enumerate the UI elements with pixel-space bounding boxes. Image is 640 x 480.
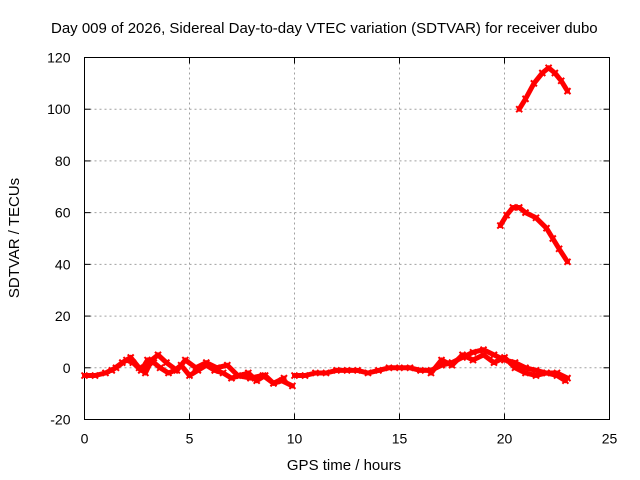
- data-point: [173, 366, 181, 375]
- x-tick-label: 15: [392, 431, 408, 447]
- data-point: [563, 87, 572, 95]
- y-tick-label: 120: [47, 50, 71, 66]
- data-point: [555, 245, 563, 253]
- data-point: [223, 361, 232, 369]
- data-point: [530, 79, 538, 88]
- data-point: [469, 348, 477, 356]
- data-point: [458, 351, 467, 359]
- data-point: [549, 234, 557, 243]
- data-point: [126, 353, 135, 362]
- y-tick-label: 60: [55, 205, 71, 221]
- data-point: [288, 382, 297, 390]
- y-tick-label: 80: [55, 153, 71, 169]
- x-axis-label: GPS time / hours: [287, 457, 401, 474]
- data-point: [532, 214, 540, 222]
- data-point: [542, 224, 551, 232]
- data-point: [406, 364, 414, 372]
- data-point: [364, 369, 372, 377]
- y-tick-label: 20: [55, 308, 71, 324]
- data-point: [213, 364, 221, 372]
- data-point: [532, 371, 540, 380]
- data-point: [521, 208, 530, 217]
- data-point: [538, 69, 547, 77]
- data-point: [515, 105, 523, 113]
- data-point: [502, 211, 511, 219]
- data-point: [496, 221, 505, 230]
- data-point: [557, 77, 565, 85]
- data-point: [311, 369, 320, 377]
- data-point: [141, 369, 150, 377]
- y-axis-label: SDTVAR / TECUs: [6, 178, 23, 298]
- data-point: [280, 374, 288, 382]
- x-tick-label: 20: [497, 431, 513, 447]
- data-point: [332, 366, 341, 375]
- data-point: [521, 369, 530, 377]
- data-point: [246, 374, 255, 382]
- x-tick-label: 5: [186, 431, 194, 447]
- data-point: [192, 364, 200, 372]
- data-point: [101, 369, 110, 377]
- data-point: [521, 95, 530, 103]
- data-point: [553, 371, 561, 380]
- data-point: [181, 356, 190, 364]
- data-point: [185, 371, 194, 380]
- data-point: [108, 366, 116, 375]
- data-point: [162, 358, 171, 367]
- data-point: [511, 364, 519, 372]
- data-point: [551, 69, 559, 77]
- data-point: [91, 371, 99, 380]
- data-point: [544, 64, 553, 72]
- data-point: [500, 353, 509, 362]
- data-point: [322, 369, 330, 377]
- data-point: [234, 371, 242, 380]
- data-point: [509, 203, 517, 212]
- y-tick-label: -20: [50, 412, 70, 428]
- data-point: [118, 358, 127, 367]
- chart-title: Day 009 of 2026, Sidereal Day-to-day VTE…: [51, 20, 598, 37]
- data-point: [561, 377, 570, 385]
- data-point: [353, 366, 362, 375]
- y-tick-label: 100: [47, 101, 71, 117]
- data-point: [147, 356, 156, 364]
- data-point: [385, 364, 393, 372]
- data-point: [80, 371, 89, 380]
- data-point: [563, 258, 572, 266]
- data-point: [202, 358, 211, 367]
- data-point: [156, 364, 164, 372]
- data-point: [227, 374, 236, 382]
- data-point: [490, 358, 498, 367]
- data-point: [490, 351, 498, 359]
- data-point: [515, 203, 523, 212]
- data-point: [343, 366, 351, 375]
- data-point: [416, 366, 425, 375]
- data-point: [301, 371, 309, 380]
- data-point: [269, 379, 278, 388]
- plot-frame: [84, 57, 610, 420]
- x-tick-label: 10: [287, 431, 303, 447]
- data-point: [469, 356, 477, 364]
- data-point: [542, 369, 551, 377]
- series-group: [80, 64, 572, 390]
- data-point: [374, 366, 383, 375]
- data-point: [427, 369, 435, 377]
- data-point: [219, 369, 227, 377]
- data-point: [164, 369, 173, 377]
- x-tick-label: 25: [602, 431, 618, 447]
- x-tick-label: 0: [81, 431, 89, 447]
- data-point: [448, 361, 456, 369]
- data-point: [154, 351, 162, 359]
- axis-ticks: 0 5 10 15 20 25 -20 0 20 40 60 80 100 120: [47, 50, 617, 447]
- data-point: [135, 364, 143, 372]
- data-point: [479, 351, 488, 359]
- y-tick-label: 0: [63, 360, 71, 376]
- data-point: [259, 371, 267, 380]
- y-tick-label: 40: [55, 256, 71, 272]
- data-point: [395, 364, 404, 372]
- series-arc-mid: [497, 205, 570, 265]
- data-point: [437, 356, 446, 364]
- data-point: [290, 371, 299, 380]
